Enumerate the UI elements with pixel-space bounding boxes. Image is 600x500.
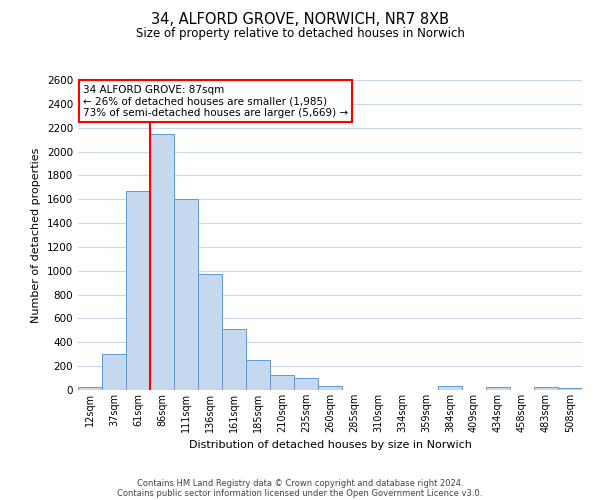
Bar <box>438 386 462 390</box>
Text: 34 ALFORD GROVE: 87sqm
← 26% of detached houses are smaller (1,985)
73% of semi-: 34 ALFORD GROVE: 87sqm ← 26% of detached… <box>83 84 348 118</box>
Bar <box>318 386 342 390</box>
Bar <box>126 191 150 390</box>
Bar <box>222 329 246 390</box>
Bar <box>174 199 198 390</box>
Bar <box>270 374 294 390</box>
Bar <box>558 388 582 390</box>
Bar <box>246 360 270 390</box>
Text: 34, ALFORD GROVE, NORWICH, NR7 8XB: 34, ALFORD GROVE, NORWICH, NR7 8XB <box>151 12 449 28</box>
Text: Contains public sector information licensed under the Open Government Licence v3: Contains public sector information licen… <box>118 488 482 498</box>
Bar <box>198 274 222 390</box>
Text: Size of property relative to detached houses in Norwich: Size of property relative to detached ho… <box>136 28 464 40</box>
Text: Contains HM Land Registry data © Crown copyright and database right 2024.: Contains HM Land Registry data © Crown c… <box>137 478 463 488</box>
X-axis label: Distribution of detached houses by size in Norwich: Distribution of detached houses by size … <box>188 440 472 450</box>
Bar <box>294 378 318 390</box>
Bar <box>78 387 102 390</box>
Bar <box>102 354 126 390</box>
Bar <box>150 134 174 390</box>
Bar <box>486 387 510 390</box>
Bar <box>534 387 558 390</box>
Y-axis label: Number of detached properties: Number of detached properties <box>31 148 41 322</box>
